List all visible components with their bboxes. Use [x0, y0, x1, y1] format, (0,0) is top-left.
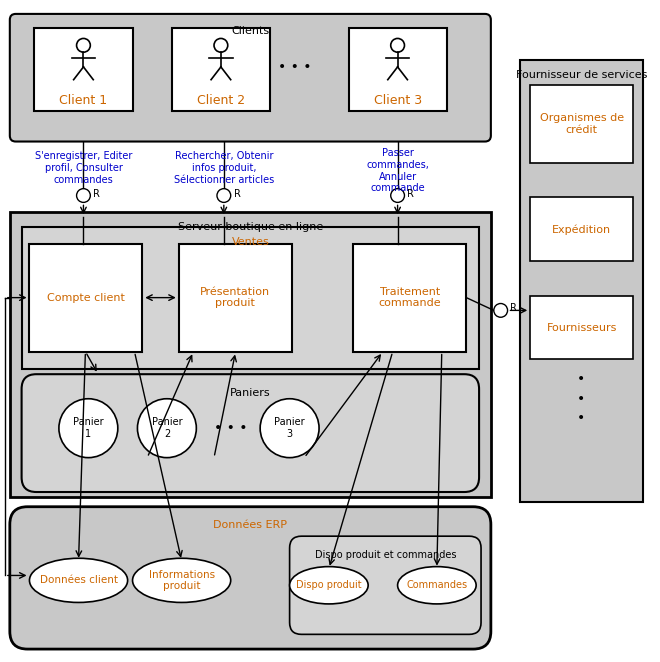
Circle shape [217, 189, 231, 203]
Text: Panier
2: Panier 2 [152, 417, 182, 439]
Circle shape [59, 399, 117, 457]
FancyBboxPatch shape [10, 14, 491, 142]
Text: Passer
commandes,
Annuler
commande: Passer commandes, Annuler commande [366, 148, 429, 193]
Text: Serveur boutique en ligne: Serveur boutique en ligne [178, 222, 323, 232]
Text: Données ERP: Données ERP [213, 520, 287, 530]
Text: Compte client: Compte client [47, 293, 125, 303]
Bar [22, 227, 479, 369]
Ellipse shape [397, 567, 476, 604]
Text: R: R [407, 189, 414, 199]
Text: Dispo produit: Dispo produit [296, 581, 362, 591]
Bar [530, 85, 633, 163]
Text: Client 1: Client 1 [59, 94, 108, 107]
Text: Rechercher, Obtenir
infos produit,
Sélectionner articles: Rechercher, Obtenir infos produit, Sélec… [174, 152, 274, 185]
Text: Données client: Données client [40, 575, 117, 585]
FancyBboxPatch shape [22, 374, 479, 492]
Text: Panier
3: Panier 3 [275, 417, 305, 439]
Circle shape [137, 399, 196, 457]
Ellipse shape [290, 567, 368, 604]
Text: Clients: Clients [231, 26, 269, 36]
Text: R: R [234, 189, 240, 199]
Bar [353, 244, 467, 352]
Bar [530, 296, 633, 359]
Bar [172, 28, 270, 111]
Text: Panier
1: Panier 1 [73, 417, 104, 439]
Text: Expédition: Expédition [552, 224, 611, 234]
Bar [34, 28, 133, 111]
Circle shape [494, 303, 508, 317]
Text: R: R [93, 189, 100, 199]
Text: Traitement
commande: Traitement commande [379, 287, 441, 308]
Bar [348, 28, 447, 111]
FancyBboxPatch shape [290, 536, 481, 634]
Text: Informations
produit: Informations produit [148, 569, 214, 591]
Bar [10, 213, 491, 497]
Text: Fournisseurs: Fournisseurs [546, 322, 617, 332]
Text: R: R [510, 303, 517, 313]
Text: Client 2: Client 2 [197, 94, 245, 107]
Bar [520, 60, 643, 502]
Ellipse shape [30, 558, 127, 602]
Circle shape [77, 189, 90, 203]
FancyBboxPatch shape [10, 506, 491, 649]
Bar [179, 244, 292, 352]
Text: Paniers: Paniers [230, 388, 271, 398]
Text: • • •: • • • [214, 421, 248, 435]
Text: Ventes: Ventes [232, 237, 269, 247]
Text: Fournisseur de services: Fournisseur de services [516, 70, 647, 80]
Text: S'enregistrer, Editer
profil, Consulter
commandes: S'enregistrer, Editer profil, Consulter … [35, 152, 132, 185]
Text: Commandes: Commandes [407, 581, 467, 591]
Ellipse shape [133, 558, 231, 602]
Text: Organismes de
crédit: Organismes de crédit [540, 113, 624, 134]
Text: Dispo produit et commandes: Dispo produit et commandes [315, 550, 456, 560]
Bar [30, 244, 143, 352]
Circle shape [391, 189, 405, 203]
Bar [530, 197, 633, 261]
Text: • • •: • • • [278, 60, 312, 74]
Text: Présentation
produit: Présentation produit [200, 287, 270, 308]
Text: •
•
•: • • • [577, 372, 585, 425]
Text: Client 3: Client 3 [374, 94, 422, 107]
Circle shape [260, 399, 319, 457]
